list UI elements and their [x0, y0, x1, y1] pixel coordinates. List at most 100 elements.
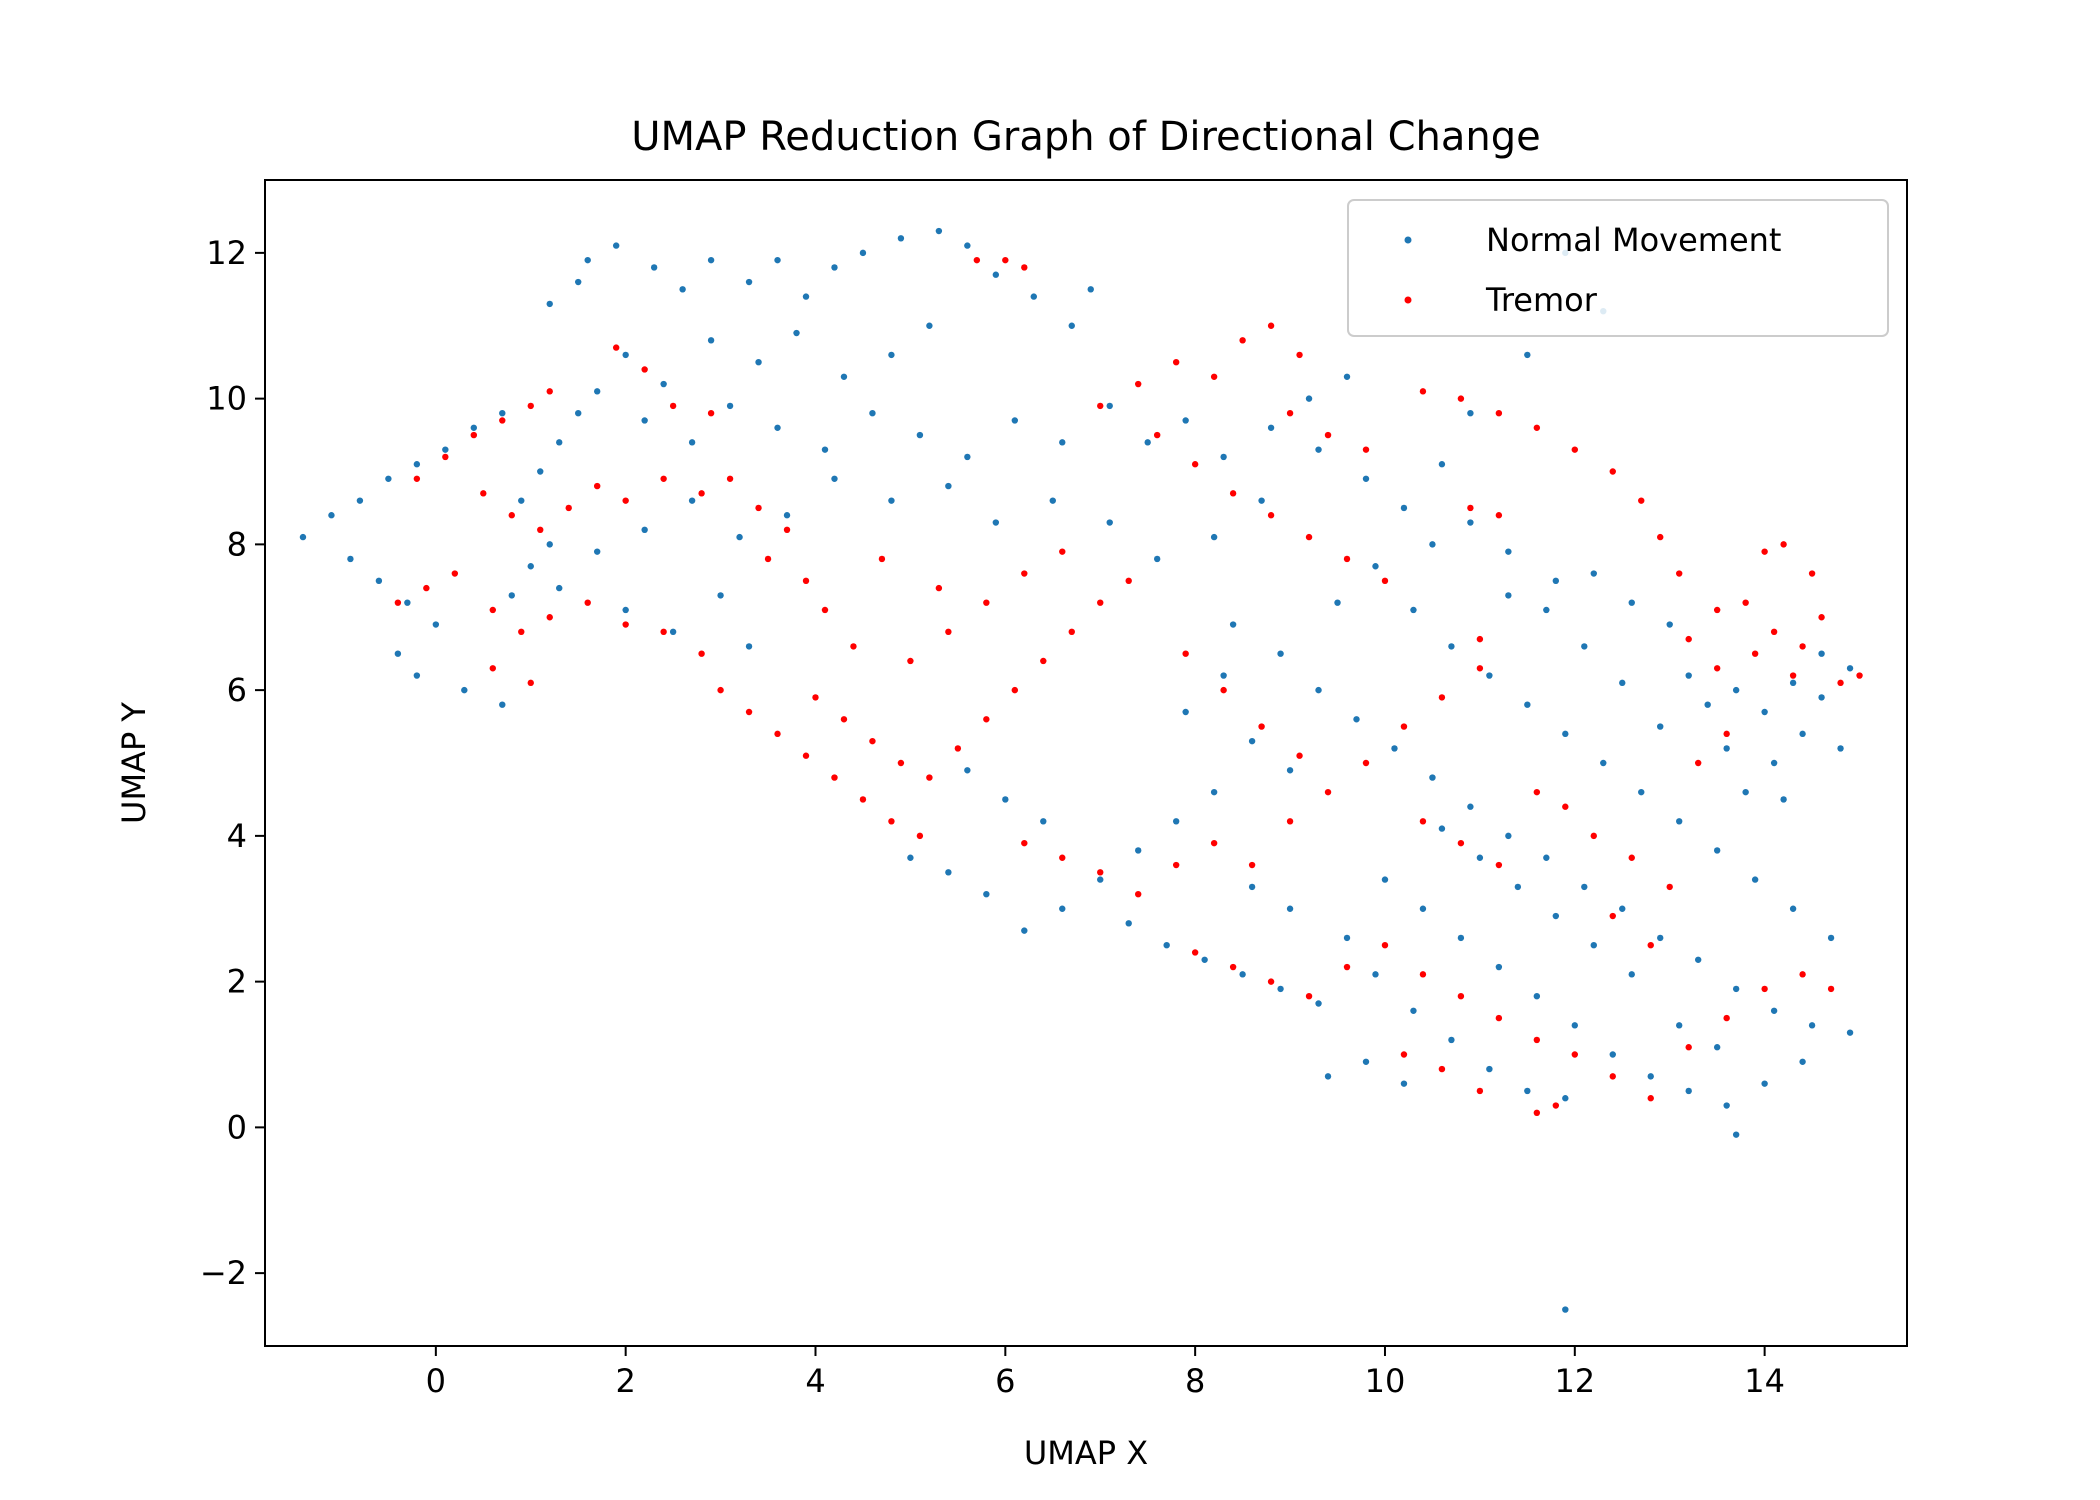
point-normal-movement: [1410, 606, 1417, 614]
point-tremor: [1571, 446, 1579, 453]
point-normal-movement: [1713, 847, 1721, 854]
point-normal-movement: [1315, 1000, 1322, 1007]
point-normal-movement: [1818, 694, 1825, 701]
point-normal-movement: [584, 256, 591, 264]
point-normal-movement: [328, 512, 335, 519]
point-normal-movement: [1087, 286, 1094, 293]
point-normal-movement: [1742, 788, 1749, 796]
point-tremor: [1419, 818, 1427, 825]
point-tremor: [1590, 832, 1597, 840]
point-tremor: [527, 679, 534, 687]
point-tremor: [423, 584, 430, 592]
point-tremor: [394, 599, 402, 606]
point-tremor: [1229, 963, 1237, 971]
point-normal-movement: [546, 541, 553, 548]
point-tremor: [1191, 461, 1199, 468]
point-normal-movement: [1666, 621, 1673, 628]
point-normal-movement: [935, 227, 943, 235]
point-tremor: [916, 832, 924, 840]
point-normal-movement: [375, 577, 383, 585]
point-tremor: [1210, 373, 1218, 380]
x-tick-label: 6: [995, 1362, 1015, 1400]
point-normal-movement: [926, 322, 933, 329]
point-tremor: [983, 716, 990, 723]
point-normal-movement: [1429, 541, 1436, 548]
point-normal-movement: [1647, 1073, 1654, 1080]
point-tremor: [1362, 446, 1370, 453]
point-normal-movement: [556, 584, 563, 592]
point-normal-movement: [707, 337, 715, 344]
point-normal-movement: [1030, 293, 1037, 300]
point-tremor: [527, 402, 534, 410]
point-normal-movement: [1562, 1306, 1569, 1313]
point-tremor: [1286, 818, 1294, 825]
point-normal-movement: [1846, 1029, 1854, 1036]
point-tremor: [1296, 752, 1303, 759]
point-normal-movement: [1372, 563, 1379, 570]
point-normal-movement: [1410, 1007, 1417, 1014]
point-normal-movement: [774, 424, 781, 431]
point-normal-movement: [404, 599, 411, 606]
point-normal-movement: [755, 358, 762, 366]
point-tremor: [783, 526, 791, 533]
point-normal-movement: [964, 453, 971, 461]
point-tremor: [1495, 410, 1503, 417]
point-normal-movement: [945, 482, 952, 490]
point-normal-movement: [1305, 395, 1313, 402]
point-tremor: [1476, 665, 1484, 672]
point-tremor: [1495, 512, 1503, 519]
point-normal-movement: [1486, 1065, 1493, 1073]
point-normal-movement: [1685, 672, 1692, 679]
point-tremor: [1021, 839, 1028, 847]
point-tremor: [1676, 570, 1683, 577]
point-normal-movement: [1562, 1095, 1569, 1102]
point-tremor: [802, 577, 810, 585]
point-tremor: [1381, 577, 1389, 585]
point-tremor: [935, 584, 943, 592]
point-tremor: [480, 490, 487, 497]
point-normal-movement: [1524, 351, 1531, 359]
point-tremor: [1457, 993, 1465, 1000]
point-normal-movement: [1552, 912, 1560, 920]
point-normal-movement: [1182, 417, 1189, 424]
point-normal-movement: [650, 264, 658, 271]
y-axis: −2 0 2 4 6 8 10 12: [200, 234, 265, 1292]
point-normal-movement: [1239, 971, 1246, 978]
point-normal-movement: [1552, 577, 1560, 585]
point-normal-movement: [1011, 417, 1019, 424]
legend-label-tremor: Tremor: [1485, 281, 1598, 319]
point-tremor: [660, 475, 667, 482]
legend-marker-tremor: [1404, 296, 1412, 304]
point-normal-movement: [888, 351, 895, 359]
point-normal-movement: [1827, 934, 1835, 942]
point-normal-movement: [1002, 796, 1009, 803]
point-tremor: [1751, 650, 1759, 657]
point-normal-movement: [1581, 883, 1588, 891]
point-normal-movement: [1486, 672, 1493, 679]
point-normal-movement: [1343, 373, 1351, 380]
point-normal-movement: [1315, 686, 1322, 694]
point-normal-movement: [1628, 971, 1635, 978]
point-tremor: [1002, 256, 1009, 264]
point-normal-movement: [1524, 701, 1531, 708]
point-normal-movement: [736, 533, 743, 541]
point-normal-movement: [1220, 672, 1227, 679]
point-tremor: [546, 614, 553, 621]
point-normal-movement: [888, 497, 895, 504]
point-normal-movement: [508, 592, 515, 599]
point-normal-movement: [1334, 599, 1341, 606]
point-tremor: [859, 796, 867, 803]
point-normal-movement: [1097, 876, 1104, 883]
point-normal-movement: [499, 701, 506, 708]
point-tremor: [1258, 723, 1265, 730]
point-normal-movement: [1514, 883, 1522, 891]
point-tremor: [641, 366, 648, 373]
point-normal-movement: [1400, 504, 1408, 512]
point-normal-movement: [1059, 439, 1066, 446]
point-normal-movement: [1163, 941, 1170, 949]
point-tremor: [584, 599, 591, 606]
point-normal-movement: [1476, 854, 1484, 861]
point-tremor: [1856, 672, 1863, 679]
point-normal-movement: [1619, 905, 1626, 912]
point-normal-movement: [641, 417, 648, 424]
